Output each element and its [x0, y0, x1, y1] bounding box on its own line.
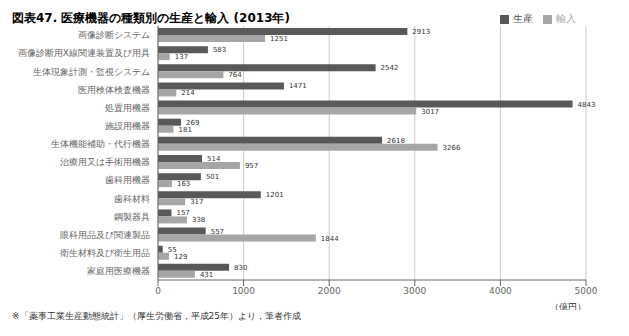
svg-text:181: 181 — [178, 126, 191, 134]
svg-text:歯科用機器: 歯科用機器 — [105, 175, 150, 185]
svg-text:生体現象計測・監視システム: 生体現象計測・監視システム — [33, 67, 150, 77]
svg-text:1844: 1844 — [321, 235, 339, 243]
svg-text:画像診断用X線関連装置及び用具: 画像診断用X線関連装置及び用具 — [18, 48, 150, 58]
svg-text:129: 129 — [174, 253, 187, 261]
svg-text:4000: 4000 — [489, 286, 512, 296]
html-text:輸入: 輸入 — [556, 13, 576, 24]
svg-text:1251: 1251 — [270, 35, 288, 43]
svg-text:3017: 3017 — [421, 108, 439, 116]
svg-text:医用検体検査機器: 医用検体検査機器 — [78, 85, 150, 95]
html-text:※「薬事工業生産動態統計」（厚生労働省，平成25年）より，筆: ※「薬事工業生産動態統計」（厚生労働省，平成25年）より，筆者作成 — [12, 311, 301, 321]
svg-text:137: 137 — [175, 53, 188, 61]
html-text:図表47. 医療機器の種類別の生産と輸入 (2013年): 図表47. 医療機器の種類別の生産と輸入 (2013年) — [12, 11, 290, 25]
svg-text:1000: 1000 — [232, 286, 255, 296]
svg-text:764: 764 — [228, 71, 242, 79]
svg-text:583: 583 — [213, 46, 226, 54]
svg-text:施設用機器: 施設用機器 — [105, 121, 150, 131]
svg-text:317: 317 — [190, 198, 203, 206]
svg-text:5000: 5000 — [575, 286, 598, 296]
svg-text:鋼製器具: 鋼製器具 — [114, 212, 150, 222]
svg-text:501: 501 — [206, 173, 219, 181]
svg-text:3000: 3000 — [403, 286, 426, 296]
svg-text:157: 157 — [176, 209, 189, 217]
svg-text:衛生材料及び衛生用品: 衛生材料及び衛生用品 — [60, 248, 150, 258]
svg-text:214: 214 — [181, 89, 195, 97]
svg-text:生体機能補助・代行機器: 生体機能補助・代行機器 — [51, 139, 150, 149]
svg-text:家庭用医療機器: 家庭用医療機器 — [87, 266, 150, 276]
svg-text:1201: 1201 — [266, 191, 284, 199]
svg-text:431: 431 — [200, 271, 213, 279]
svg-text:2542: 2542 — [381, 64, 399, 72]
svg-text:画像診断システム: 画像診断システム — [78, 30, 150, 40]
svg-text:557: 557 — [211, 228, 224, 236]
svg-text:269: 269 — [186, 118, 200, 127]
svg-text:2913: 2913 — [412, 28, 430, 36]
svg-text:3266: 3266 — [443, 144, 461, 152]
svg-text:338: 338 — [192, 216, 205, 224]
svg-text:（億円）: （億円） — [550, 302, 586, 310]
svg-text:830: 830 — [234, 264, 247, 272]
svg-text:治療用又は手術用機器: 治療用又は手術用機器 — [60, 157, 150, 167]
svg-text:957: 957 — [245, 162, 258, 170]
svg-text:眼科用品及び関連製品: 眼科用品及び関連製品 — [60, 230, 150, 240]
svg-text:514: 514 — [207, 155, 221, 163]
svg-text:歯科材料: 歯科材料 — [114, 194, 150, 204]
svg-text:2000: 2000 — [318, 286, 341, 296]
svg-text:1471: 1471 — [289, 82, 307, 90]
svg-text:4843: 4843 — [578, 101, 596, 109]
svg-text:2618: 2618 — [387, 137, 405, 145]
svg-text:処置用機器: 処置用機器 — [105, 103, 150, 113]
svg-text:0: 0 — [155, 286, 161, 296]
svg-text:55: 55 — [167, 245, 177, 254]
html-text:生産: 生産 — [513, 13, 533, 24]
svg-text:163: 163 — [177, 180, 190, 188]
